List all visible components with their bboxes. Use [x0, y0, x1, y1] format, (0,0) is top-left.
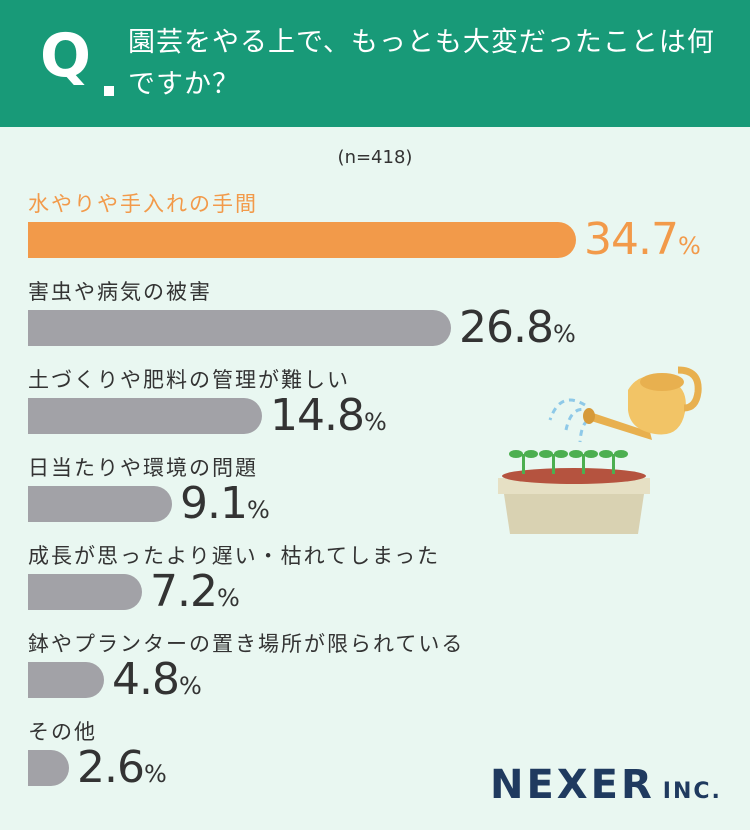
value-label: 4.8% — [112, 658, 202, 702]
value-number: 2.6 — [77, 742, 145, 793]
value-label: 26.8% — [459, 306, 576, 350]
value-unit: % — [677, 232, 701, 260]
value-unit: % — [143, 760, 167, 788]
q-mark: Q — [40, 21, 92, 91]
value-unit: % — [246, 496, 270, 524]
value-number: 4.8 — [112, 654, 180, 705]
value-label: 9.1% — [180, 482, 270, 526]
value-number: 14.8 — [270, 390, 365, 441]
category-label: 水やりや手入れの手間 — [28, 192, 258, 216]
bar — [28, 222, 576, 258]
value-label: 34.7% — [584, 218, 701, 262]
category-label: その他 — [28, 720, 97, 744]
value-unit: % — [178, 672, 202, 700]
category-label: 土づくりや肥料の管理が難しい — [28, 368, 350, 392]
value-label: 2.6% — [77, 746, 167, 790]
logo-main: NEXER — [490, 762, 655, 808]
question-header: Q 園芸をやる上で、もっとも大変だったことは何ですか？ — [0, 0, 750, 127]
bar — [28, 662, 104, 698]
value-number: 7.2 — [150, 566, 218, 617]
value-unit: % — [552, 320, 576, 348]
question-text: 園芸をやる上で、もっとも大変だったことは何ですか？ — [128, 27, 715, 100]
category-label: 鉢やプランターの置き場所が限られている — [28, 632, 465, 656]
category-label: 成長が思ったより遅い・枯れてしまった — [28, 544, 441, 568]
bar — [28, 398, 262, 434]
category-label: 日当たりや環境の問題 — [28, 456, 258, 480]
value-number: 9.1 — [180, 478, 248, 529]
bar — [28, 574, 142, 610]
value-unit: % — [363, 408, 387, 436]
nexer-logo: NEXER INC. — [490, 762, 722, 808]
value-label: 14.8% — [270, 394, 387, 438]
watering-can-planter-icon — [498, 366, 702, 534]
bar — [28, 486, 172, 522]
bar — [28, 750, 69, 786]
bar — [28, 310, 451, 346]
value-unit: % — [216, 584, 240, 612]
value-number: 26.8 — [459, 302, 554, 353]
sample-size: (n=418) — [337, 147, 413, 168]
value-label: 7.2% — [150, 570, 240, 614]
value-number: 34.7 — [584, 214, 679, 265]
logo-sub: INC. — [662, 779, 722, 804]
category-label: 害虫や病気の被害 — [28, 280, 212, 304]
q-dot — [104, 86, 114, 96]
